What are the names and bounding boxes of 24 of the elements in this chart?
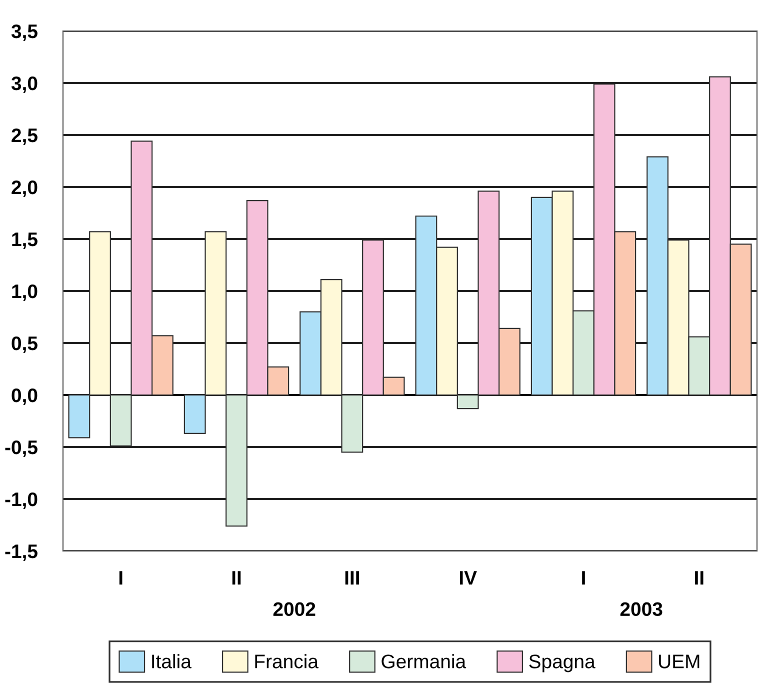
text: 2003 (620, 602, 662, 616)
x-tick-label: I (119, 571, 122, 585)
y-tick-label: -0,5 (5, 440, 38, 458)
legend-label: Germania (382, 654, 466, 668)
y-tick-label: 1,5 (12, 232, 38, 250)
x-tick-label: I (582, 571, 585, 585)
y-tick-label: -1,5 (5, 544, 38, 562)
y-tick-label: 1,0 (12, 284, 38, 302)
y-tick-label: 2,0 (12, 180, 38, 198)
y-tick-label: 3,0 (11, 76, 38, 94)
x-tick-label: II (232, 571, 241, 585)
legend-label: UEM (659, 654, 700, 668)
legend-label: Italia (152, 654, 192, 668)
y-tick-label: -1,0 (5, 492, 38, 510)
text: 2002 (273, 602, 316, 616)
y-tick-label: 0,5 (12, 336, 38, 354)
y-tick-label: 0,0 (12, 388, 38, 406)
x-tick-label: IV (460, 571, 477, 585)
y-tick-label: 2,5 (12, 128, 38, 146)
x-tick-label: III (345, 571, 359, 585)
y-tick-label: 3,5 (11, 24, 38, 42)
legend-label: Spagna (529, 654, 596, 672)
x-tick-label: II (695, 571, 704, 585)
legend-label: Francia (255, 654, 318, 668)
